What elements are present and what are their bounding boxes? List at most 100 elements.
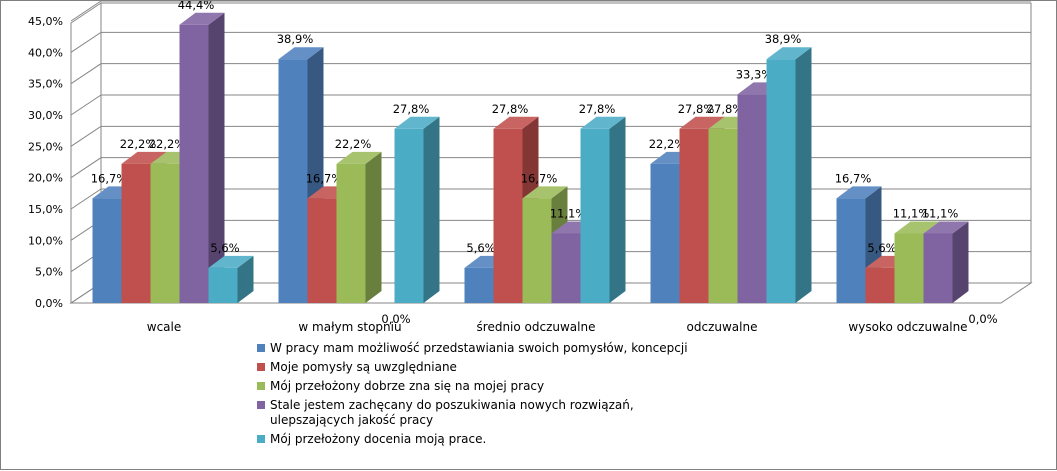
bar [150, 163, 180, 303]
bar [766, 59, 796, 303]
x-tick-label: odczuwalne [687, 320, 758, 334]
legend-label: Mój przełożony docenia moją prace. [270, 432, 486, 446]
bar-side [365, 151, 382, 303]
bar-top [580, 116, 626, 129]
bar [336, 163, 366, 303]
bar-top [179, 12, 225, 25]
data-label: 22,2% [335, 137, 372, 151]
data-label: 11,1% [893, 206, 930, 220]
y-tick-label: 40,0% [28, 46, 63, 59]
data-label: 27,8% [393, 102, 430, 116]
bar [278, 59, 308, 303]
bar [522, 198, 552, 303]
bar [679, 128, 709, 303]
y-tick-label: 20,0% [28, 172, 63, 185]
legend-swatch [257, 401, 265, 409]
bar-top [278, 47, 324, 60]
bar [179, 24, 209, 303]
x-tick-label: w małym stopniu [298, 320, 401, 334]
gridline [70, 31, 1031, 53]
bar [580, 128, 610, 303]
data-label: 5,6% [210, 241, 239, 255]
bar [737, 94, 767, 303]
x-tick-label: wcale [147, 320, 181, 334]
x-tick-label: wysoko odczuwalne [848, 320, 967, 334]
y-tick-label: 15,0% [28, 203, 63, 216]
bar [493, 128, 523, 303]
data-label: 5,6% [867, 241, 896, 255]
bar-top [894, 221, 940, 234]
y-tick-label: 45,0% [28, 15, 63, 28]
data-label: 27,8% [579, 102, 616, 116]
bar-top [336, 151, 382, 164]
data-label: 5,6% [466, 241, 495, 255]
y-tick-label: 30,0% [28, 109, 63, 122]
data-label: 22,2% [120, 137, 157, 151]
x-tick-label: średnio odczuwalne [477, 320, 596, 334]
data-label: 27,8% [678, 102, 715, 116]
bar-side [952, 221, 969, 303]
data-label: 11,1% [922, 206, 959, 220]
bar-top [208, 255, 254, 268]
bar [650, 163, 680, 303]
legend-swatch [257, 363, 265, 371]
y-tick-label: 5,0% [35, 266, 63, 279]
data-label: 44,4% [178, 1, 215, 12]
data-label: 16,7% [306, 171, 343, 185]
data-label: 27,8% [492, 102, 529, 116]
bar-side [237, 255, 254, 303]
data-label: 11,1% [550, 206, 587, 220]
bar-top [836, 186, 882, 199]
gridline [70, 63, 1031, 85]
legend-label: Moje pomysły są uwzględniane [270, 360, 457, 374]
data-label: 27,8% [707, 102, 744, 116]
data-label: 33,3% [736, 67, 773, 81]
data-label: 0,0% [381, 312, 410, 326]
bar-top [766, 47, 812, 60]
bar-side [208, 12, 225, 303]
data-label: 16,7% [91, 171, 128, 185]
legend-label: Mój przełożony dobrze zna się na mojej p… [270, 379, 544, 393]
bar-top [923, 221, 969, 234]
legend-swatch [257, 382, 265, 390]
bar-top [679, 116, 725, 129]
bar [836, 198, 866, 303]
legend-swatch [257, 435, 265, 443]
bar [894, 233, 924, 303]
y-tick-label: 25,0% [28, 140, 63, 153]
bar-top [394, 116, 440, 129]
gridline [70, 94, 1031, 116]
data-label: 0,0% [968, 312, 997, 326]
gridline [70, 1, 1031, 22]
bar [121, 163, 151, 303]
bar-side [795, 47, 812, 303]
bar [551, 233, 581, 303]
bar [394, 128, 424, 303]
y-tick-label: 10,0% [28, 234, 63, 247]
legend-label: Stale jestem zachęcany do poszukiwania n… [270, 398, 634, 412]
y-tick-label: 0,0% [35, 297, 63, 310]
data-label: 22,2% [649, 137, 686, 151]
bar-top [121, 151, 167, 164]
bar-top [522, 186, 568, 199]
data-label: 38,9% [277, 32, 314, 46]
bar-side [609, 116, 626, 303]
data-label: 16,7% [835, 171, 872, 185]
data-label: 16,7% [521, 171, 558, 185]
bar-top [493, 116, 539, 129]
bar-side [423, 116, 440, 303]
bar [464, 267, 494, 303]
bar [708, 128, 738, 303]
bar [92, 198, 122, 303]
data-label: 22,2% [149, 137, 186, 151]
y-tick-label: 35,0% [28, 78, 63, 91]
data-label: 38,9% [765, 32, 802, 46]
legend-label: ulepszających jakość pracy [270, 413, 433, 427]
bar [923, 233, 953, 303]
legend-swatch [257, 344, 265, 352]
bar [208, 267, 238, 303]
bar [307, 198, 337, 303]
legend-label: W pracy mam możliwość przedstawiania swo… [270, 341, 688, 355]
